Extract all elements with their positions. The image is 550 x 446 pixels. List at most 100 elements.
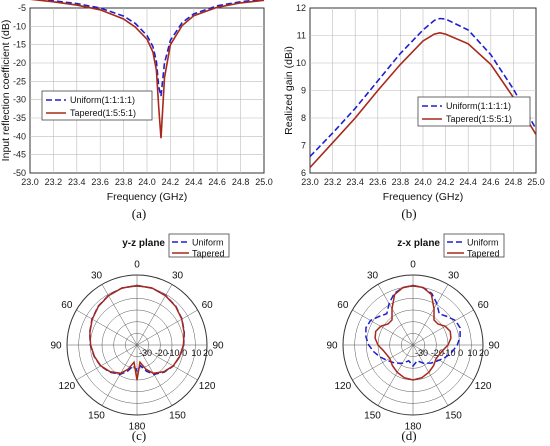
x-tick-label: 23.0 (21, 177, 39, 187)
y-tick-label: -35 (13, 113, 26, 123)
polar-spoke (412, 284, 449, 346)
polar-spoke (76, 309, 138, 346)
angle-label: 90 (212, 341, 224, 352)
radial-tick-label: 0 (458, 348, 463, 358)
polar-spoke (412, 344, 474, 381)
angle-label: 60 (202, 300, 214, 311)
y-tick-label: 7 (301, 141, 306, 151)
x-tick-label: 24.2 (162, 177, 180, 187)
radial-tick-label: -30 (415, 348, 428, 358)
x-tick-label: 24.8 (505, 177, 523, 187)
x-tick-label: 23.8 (115, 177, 133, 187)
caption-b: (b) (401, 206, 416, 221)
legend-box (417, 96, 531, 127)
angle-label: 30 (367, 270, 379, 281)
angle-label: 180 (129, 422, 146, 433)
x-axis-label: Frequency (GHz) (383, 191, 464, 203)
y-tick-label: 12 (296, 3, 306, 13)
x-tick-label: 24.6 (208, 177, 226, 187)
y-tick-label: 11 (297, 31, 306, 41)
polar-series-line (374, 284, 452, 381)
y-tick-label: -25 (13, 76, 26, 86)
radial-tick-label: -20 (155, 348, 168, 358)
y-tick-label: -40 (13, 131, 26, 141)
radial-tick-label: -10 (166, 348, 179, 358)
chart-a: 23.0 23.2 23.4 23.6 23.8 24.0 24.2 24.4 24.6 24.8… (0, 0, 273, 203)
polar-title: z-x plane (397, 238, 440, 249)
polar-spoke (76, 344, 138, 381)
angle-label: 120 (199, 381, 216, 392)
radial-tick-label: 20 (203, 348, 213, 358)
radial-tick-label: 0 (182, 348, 187, 358)
legend-label: Tapered(1:5:5:1) (70, 108, 136, 118)
x-axis-label: Frequency (GHz) (107, 191, 188, 203)
y-axis-label: Realized gain (dBi) (283, 46, 295, 135)
x-tick-label: 23.6 (369, 177, 387, 187)
polar-series-line (365, 284, 461, 368)
y-tick-label: 8 (301, 113, 306, 123)
angle-label: 0 (410, 260, 416, 271)
legend-label: Uniform(1:1:1:1) (70, 95, 135, 105)
x-tick-label: 23.0 (301, 177, 319, 187)
polar-title: y-z plane (122, 238, 165, 249)
x-tick-label: 23.4 (68, 177, 86, 187)
caption-a: (a) (132, 206, 146, 221)
polar-spoke (352, 344, 414, 381)
y-tick-label: 9 (301, 86, 306, 96)
series-line (29, 0, 265, 139)
angle-label: 150 (364, 411, 381, 422)
y-tick-label: -15 (13, 40, 26, 50)
angle-label: 120 (475, 381, 492, 392)
x-tick-label: 23.8 (392, 177, 410, 187)
polar-spoke (101, 284, 138, 346)
polar-spoke (412, 344, 449, 406)
x-tick-label: 24.2 (437, 177, 455, 187)
x-tick-label: 23.2 (45, 177, 63, 187)
x-tick-label: 23.4 (346, 177, 364, 187)
y-tick-label: 10 (296, 58, 306, 68)
y-axis-label: Input reflection coefficient (dB) (0, 20, 12, 162)
angle-label: 120 (59, 381, 76, 392)
y-tick-label: -5 (18, 3, 26, 13)
legend-box (443, 233, 505, 258)
x-tick-label: 25.0 (527, 177, 545, 187)
polar-spoke (136, 309, 198, 346)
x-tick-label: 23.2 (324, 177, 342, 187)
radial-tick-label: 20 (479, 348, 489, 358)
polar-spoke (352, 309, 414, 346)
angle-label: 150 (88, 411, 105, 422)
legend-label: Uniform (467, 238, 499, 248)
legend-label: Uniform(1:1:1:1) (446, 101, 511, 111)
x-tick-label: 24.0 (414, 177, 432, 187)
polar-spoke (136, 284, 173, 346)
legend-label: Tapered(1:5:5:1) (446, 114, 512, 124)
x-tick-label: 24.0 (138, 177, 156, 187)
polar-spoke (101, 344, 138, 406)
y-tick-label: 6 (301, 168, 306, 178)
polar-spoke (412, 309, 474, 346)
x-tick-label: 24.4 (185, 177, 203, 187)
x-tick-label: 24.4 (459, 177, 477, 187)
angle-label: 90 (326, 341, 338, 352)
angle-label: 90 (488, 341, 500, 352)
y-tick-label: -45 (13, 150, 26, 160)
polar-spoke (377, 284, 414, 346)
angle-label: 30 (172, 270, 184, 281)
legend-box (168, 233, 230, 258)
polar-series-line (89, 284, 185, 381)
x-tick-label: 25.0 (255, 177, 273, 187)
radial-tick-label: -30 (139, 348, 152, 358)
angle-label: 180 (405, 422, 422, 433)
radial-tick-label: -20 (431, 348, 444, 358)
polar-spoke (136, 344, 198, 381)
y-tick-label: -10 (13, 21, 26, 31)
polar-spoke (377, 344, 414, 406)
angle-label: 90 (50, 341, 62, 352)
chart-b: 23.0 23.2 23.4 23.6 23.8 24.0 24.2 24.4 24.6 24.8… (283, 3, 545, 203)
angle-label: 60 (337, 300, 349, 311)
angle-label: 150 (445, 411, 462, 422)
angle-label: 30 (91, 270, 103, 281)
x-tick-label: 23.6 (91, 177, 109, 187)
series-line (309, 17, 537, 158)
